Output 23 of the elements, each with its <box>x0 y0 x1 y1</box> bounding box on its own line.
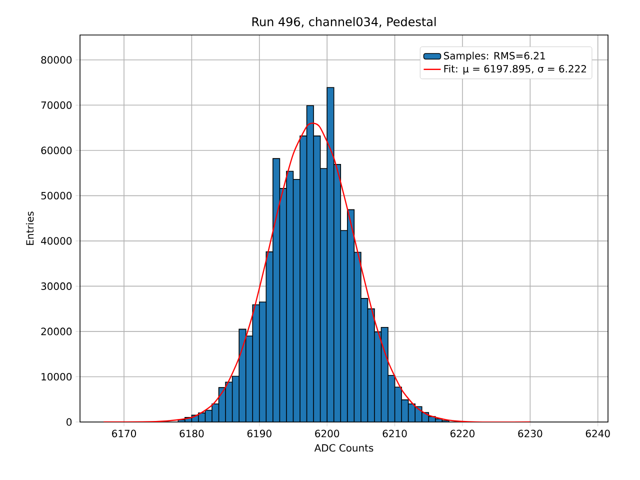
y-tick-label: 50000 <box>41 192 72 200</box>
x-tick-label: 6240 <box>586 430 610 438</box>
x-tick-label: 6220 <box>450 430 474 438</box>
x-tick-label: 6190 <box>247 430 272 438</box>
legend-label: Fit: μ = 6197.895, σ = 6.222 <box>444 64 586 74</box>
y-tick-label: 10000 <box>42 372 72 380</box>
x-tick-label: 6210 <box>382 430 407 438</box>
x-tick-label: 6230 <box>518 430 542 438</box>
y-tick-label: 0 <box>66 418 72 426</box>
y-tick-label: 20000 <box>41 328 72 336</box>
x-tick-label: 6180 <box>180 430 204 438</box>
x-tick-label: 6200 <box>315 430 340 438</box>
y-tick-label: 30000 <box>41 282 72 290</box>
chart-title: Run 496, channel034, Pedestal <box>252 17 436 28</box>
legend-label: Samples: RMS=6.21 <box>444 52 545 62</box>
y-tick-label: 70000 <box>41 101 72 109</box>
x-axis-title: ADC Counts <box>314 444 374 452</box>
y-axis-title: Entries <box>26 212 34 245</box>
y-tick-label: 40000 <box>41 237 72 245</box>
line-series <box>103 122 531 422</box>
y-tick-label: 80000 <box>41 56 72 64</box>
y-tick-label: 60000 <box>41 146 72 154</box>
x-tick-label: 6170 <box>112 430 136 438</box>
